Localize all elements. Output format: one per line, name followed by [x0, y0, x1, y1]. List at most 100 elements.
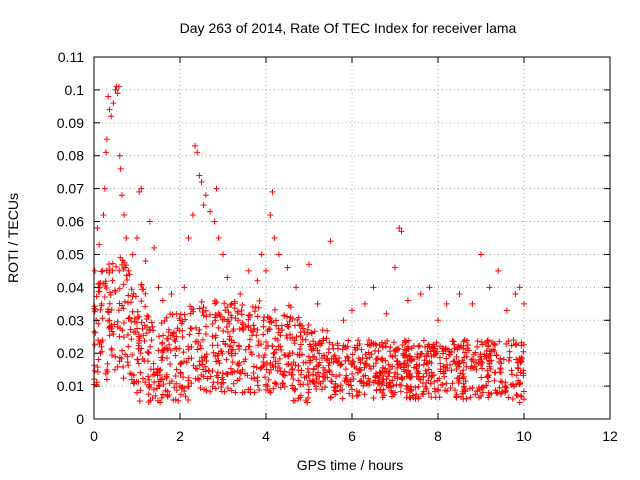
- data-point-marker: [497, 355, 504, 362]
- data-point-marker: [331, 387, 338, 394]
- data-point-marker: [343, 372, 350, 379]
- data-point-marker: [502, 388, 509, 395]
- data-point-marker: [114, 323, 121, 330]
- data-point-marker: [372, 347, 379, 354]
- data-point-marker: [105, 93, 112, 100]
- data-point-marker: [246, 336, 253, 343]
- data-point-marker: [394, 361, 401, 368]
- data-point-marker: [168, 378, 175, 385]
- data-point-marker: [275, 360, 282, 367]
- data-point-marker: [297, 321, 304, 328]
- data-point-marker: [173, 387, 180, 394]
- data-point-marker: [412, 395, 419, 402]
- data-point-marker: [166, 341, 173, 348]
- data-point-marker: [160, 381, 167, 388]
- data-point-marker: [339, 395, 346, 402]
- data-point-marker: [290, 359, 297, 366]
- data-point-marker: [106, 269, 113, 276]
- data-point-marker: [389, 353, 396, 360]
- data-point-marker: [177, 311, 184, 318]
- data-point-marker: [109, 277, 116, 284]
- data-point-marker: [196, 305, 203, 312]
- data-point-marker: [483, 347, 490, 354]
- data-point-marker: [181, 388, 188, 395]
- data-point-marker: [142, 290, 149, 297]
- data-point-marker: [521, 300, 527, 307]
- data-point-marker: [146, 218, 153, 225]
- data-point-marker: [140, 286, 147, 293]
- data-point-marker: [484, 337, 491, 344]
- data-point-marker: [511, 383, 518, 390]
- data-point-marker: [157, 399, 164, 406]
- data-point-marker: [250, 363, 257, 370]
- data-point-marker: [263, 345, 270, 352]
- data-point-marker: [203, 323, 210, 330]
- data-point-marker: [460, 367, 467, 374]
- data-point-marker: [279, 379, 286, 386]
- data-point-marker: [303, 373, 310, 380]
- data-point-marker: [130, 290, 137, 297]
- data-point-marker: [396, 225, 403, 232]
- data-point-marker: [324, 355, 331, 362]
- data-point-marker: [470, 351, 477, 358]
- data-point-marker: [326, 339, 333, 346]
- data-point-marker: [101, 185, 108, 192]
- data-point-marker: [518, 339, 525, 346]
- data-point-marker: [230, 328, 237, 335]
- data-point-marker: [245, 343, 252, 350]
- data-point-marker: [97, 339, 104, 346]
- data-point-marker: [163, 345, 170, 352]
- data-point-marker: [431, 378, 438, 385]
- data-point-marker: [212, 353, 219, 360]
- data-point-marker: [460, 359, 467, 366]
- data-point-marker: [197, 342, 204, 349]
- data-point-marker: [449, 380, 456, 387]
- data-point-marker: [236, 325, 243, 332]
- data-point-marker: [131, 315, 138, 322]
- data-point-marker: [278, 347, 285, 354]
- data-point-marker: [457, 370, 464, 377]
- data-point-marker: [120, 334, 127, 341]
- data-point-marker: [239, 302, 246, 309]
- data-point-marker: [487, 352, 494, 359]
- data-point-marker: [123, 272, 130, 279]
- data-point-marker: [455, 343, 462, 350]
- data-point-marker: [213, 299, 220, 306]
- data-point-marker: [298, 367, 305, 374]
- data-point-marker: [291, 322, 298, 329]
- data-point-marker: [226, 320, 233, 327]
- data-point-marker: [209, 333, 216, 340]
- data-point-marker: [194, 346, 201, 353]
- data-point-marker: [160, 332, 167, 339]
- data-point-marker: [334, 358, 341, 365]
- data-point-marker: [455, 361, 462, 368]
- data-point-marker: [280, 380, 287, 387]
- data-point-marker: [366, 354, 373, 361]
- data-point-marker: [129, 308, 136, 315]
- data-point-marker: [100, 211, 107, 218]
- data-point-marker: [474, 338, 481, 345]
- data-point-marker: [285, 353, 292, 360]
- data-point-marker: [116, 333, 123, 340]
- data-point-marker: [108, 321, 115, 328]
- data-point-marker: [389, 363, 396, 370]
- data-point-marker: [263, 366, 270, 373]
- data-point-marker: [137, 387, 144, 394]
- data-point-marker: [154, 365, 161, 372]
- data-point-marker: [234, 310, 241, 317]
- data-point-marker: [195, 376, 202, 383]
- data-point-marker: [508, 381, 515, 388]
- data-point-marker: [272, 363, 279, 370]
- data-point-marker: [344, 353, 351, 360]
- data-point-marker: [398, 228, 405, 235]
- data-point-marker: [304, 399, 311, 406]
- data-point-marker: [401, 351, 408, 358]
- data-point-marker: [505, 394, 512, 401]
- y-tick-label: 0.02: [57, 345, 84, 361]
- data-point-marker: [179, 327, 186, 334]
- data-point-marker: [310, 378, 317, 385]
- data-point-marker: [254, 313, 261, 320]
- data-point-marker: [134, 314, 141, 321]
- data-point-marker: [466, 385, 473, 392]
- data-point-marker: [278, 322, 285, 329]
